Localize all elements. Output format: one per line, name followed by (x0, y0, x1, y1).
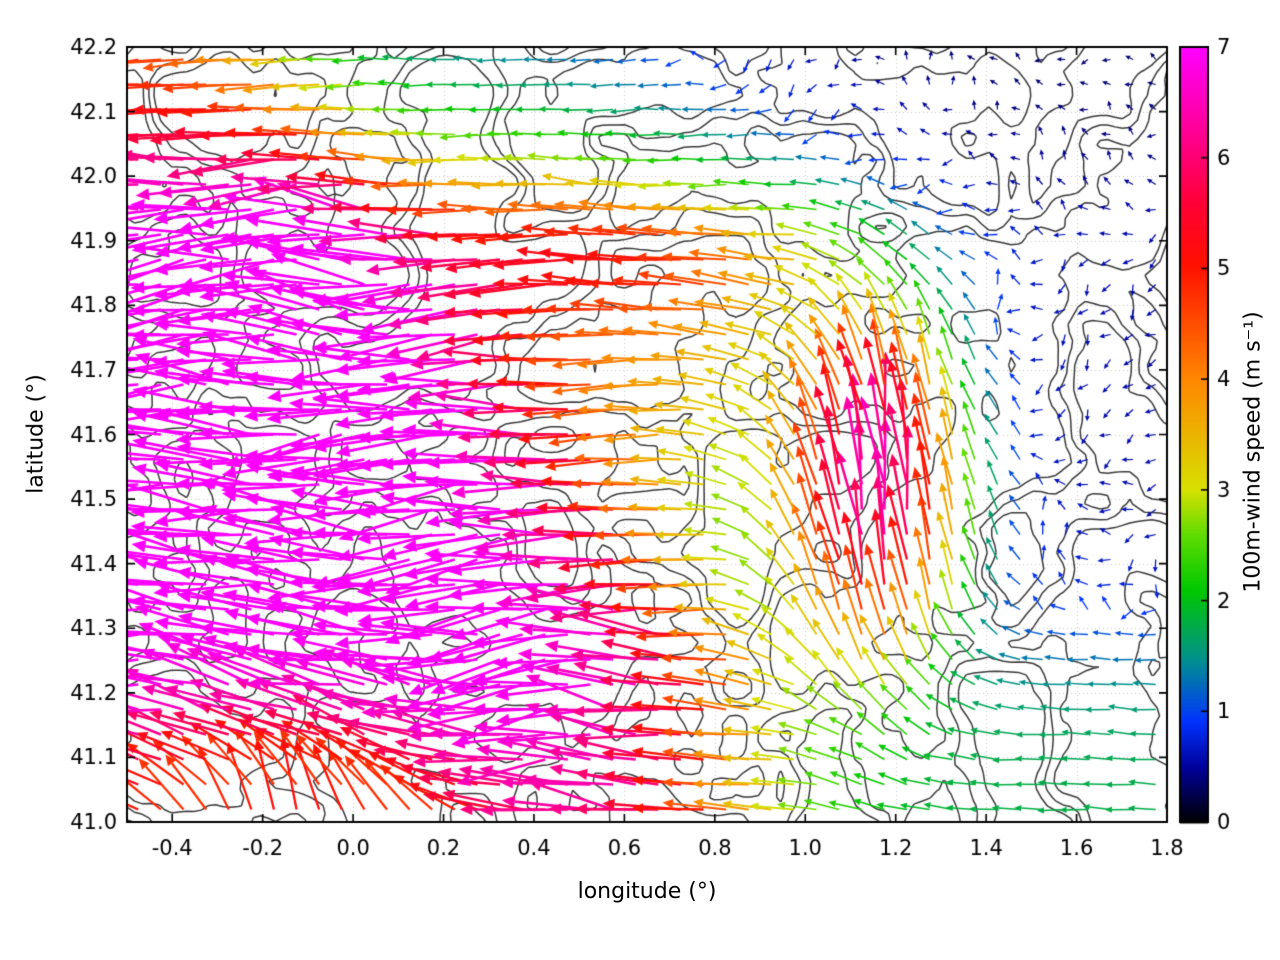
x-axis-label: longitude (°) (577, 879, 717, 904)
colorbar-label: 100m-wind speed (m s⁻¹) (1240, 311, 1266, 593)
y-axis-label: latitude (°) (23, 374, 49, 494)
